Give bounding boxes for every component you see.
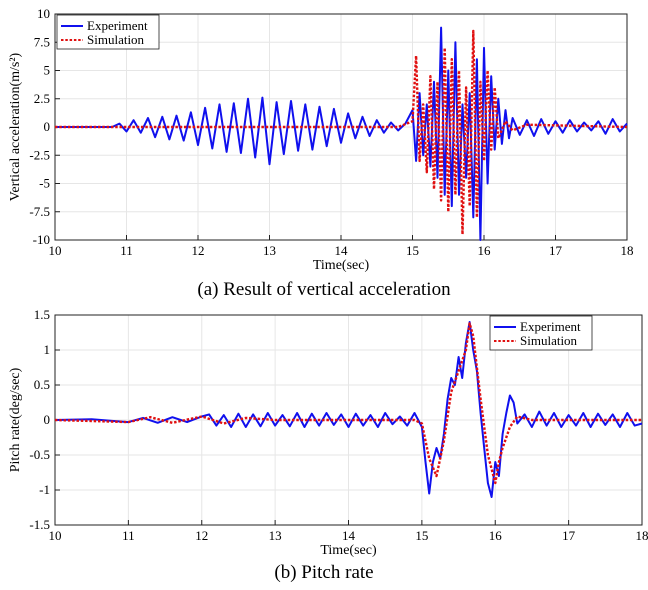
series-line-experiment: [55, 26, 628, 241]
x-tick-label: 16: [478, 243, 492, 258]
x-tick-label: 15: [415, 528, 428, 543]
y-tick-label: -5: [39, 176, 50, 191]
legend-label: Simulation: [520, 333, 578, 348]
x-axis-label: Time(sec): [320, 543, 377, 558]
caption-b: (b) Pitch rate: [274, 562, 374, 583]
x-tick-label: 16: [489, 528, 503, 543]
caption-a: (a) Result of vertical acceleration: [197, 279, 451, 300]
y-tick-label: 0: [44, 119, 51, 134]
y-tick-label: -0.5: [29, 447, 50, 462]
y-tick-label: 5: [44, 63, 51, 78]
y-tick-label: -1.5: [29, 517, 50, 532]
chart-vertical-acceleration: 10 11 12 13 14 15 16 17 18 -10 -7.5 -5 -2.5 0 2.5 5 7.5 1…: [8, 6, 634, 273]
y-tick-label: 1: [44, 342, 51, 357]
series-line-simulation: [55, 29, 628, 236]
legend-label: Experiment: [520, 319, 581, 334]
x-tick-label: 15: [406, 243, 419, 258]
y-tick-label: -10: [33, 232, 50, 247]
x-tick-label: 12: [192, 243, 205, 258]
y-tick-label: 7.5: [34, 34, 50, 49]
legend-box: [489, 315, 593, 351]
y-tick-label: -2.5: [29, 147, 50, 162]
x-tick-label: 14: [342, 528, 356, 543]
x-tick-label: 12: [195, 528, 208, 543]
legend-box: [56, 14, 160, 50]
x-tick-label: 13: [263, 243, 276, 258]
y-tick-label: -1: [39, 482, 50, 497]
x-tick-label: 11: [120, 243, 133, 258]
y-axis-label: Vertical acceleration(m/s²): [8, 52, 23, 201]
x-tick-label: 18: [621, 243, 634, 258]
series-line-simulation: [54, 322, 642, 485]
x-tick-label: 10: [49, 528, 62, 543]
y-tick-label: 0.5: [34, 377, 50, 392]
x-tick-label: 14: [335, 243, 349, 258]
x-tick-label: 17: [549, 243, 563, 258]
x-tick-label: 10: [49, 243, 62, 258]
y-tick-label: 2.5: [34, 91, 50, 106]
x-tick-label: 13: [269, 528, 282, 543]
x-tick-label: 17: [562, 528, 576, 543]
x-tick-label: 18: [636, 528, 648, 543]
x-tick-label: 11: [122, 528, 135, 543]
y-tick-label: 10: [37, 6, 50, 21]
legend-label: Experiment: [87, 18, 148, 33]
chart-pitch-rate: 10 11 12 13 14 15 16 17 18 -1.5 -1 -0.5 0 0.5 1 1.5 Time…: [8, 307, 648, 558]
y-tick-label: -7.5: [29, 204, 50, 219]
y-tick-label: 1.5: [34, 307, 50, 322]
y-tick-label: 0: [44, 412, 51, 427]
legend-label: Simulation: [87, 32, 145, 47]
x-axis-label: Time(sec): [313, 258, 370, 273]
y-axis-label: Pitch rate(deg/sec): [8, 367, 23, 472]
